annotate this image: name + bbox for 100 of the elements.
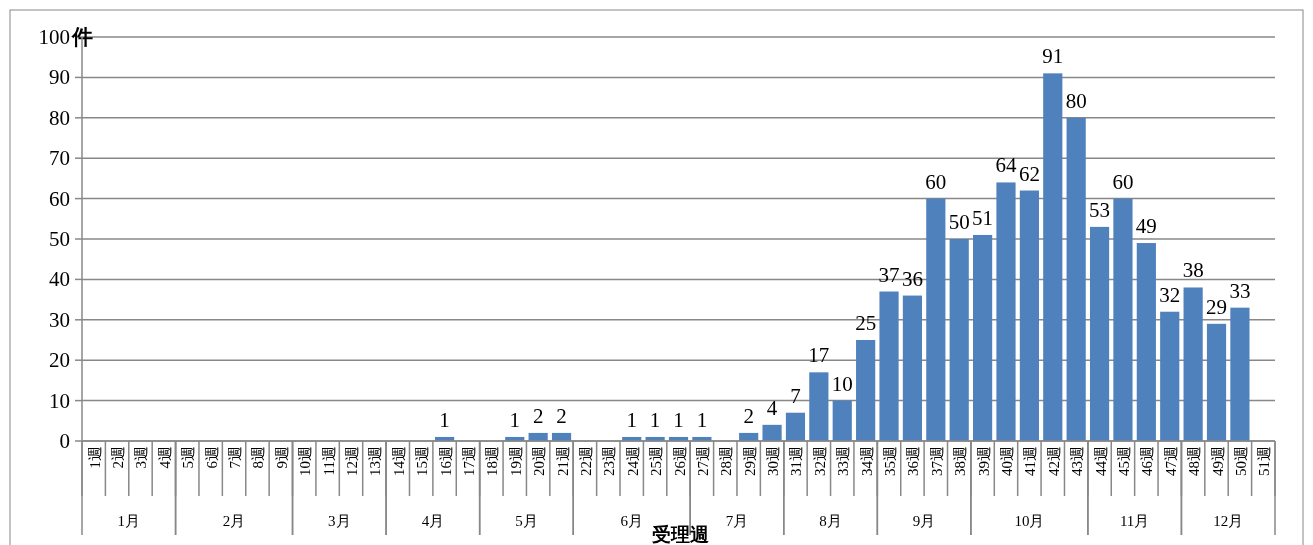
x-tick-label: 18週: [484, 446, 501, 476]
x-tick-label: 51週: [1256, 446, 1273, 476]
text: 12月: [1213, 513, 1244, 529]
text: 5月: [515, 513, 538, 529]
bar: [973, 234, 993, 441]
x-tick-label: 37週: [928, 446, 945, 476]
y-tick-label: 60: [49, 186, 70, 211]
data-label: 7: [790, 383, 801, 408]
data-label: 60: [1112, 169, 1134, 194]
data-label: 49: [1135, 214, 1157, 239]
x-tick-label: 2週: [110, 446, 127, 469]
data-label: 50: [948, 210, 970, 234]
bar: [1206, 323, 1227, 441]
x-tick-label: 1週: [86, 446, 103, 469]
x-tick-label: 32週: [811, 446, 828, 476]
data-label: 4: [766, 395, 778, 420]
y-tick-label: 100: [38, 25, 70, 49]
y-tick-label: 70: [49, 146, 70, 171]
data-label: 32: [1159, 282, 1181, 307]
x-tick-label: 41週: [1022, 446, 1039, 476]
y-tick-label: 40: [49, 267, 70, 292]
x-tick-label: 47週: [1162, 446, 1179, 476]
bar: [949, 239, 969, 441]
data-label: 38: [1182, 258, 1204, 283]
data-label: 51: [972, 205, 994, 230]
x-tick-label: 6週: [203, 446, 220, 469]
data-label: 10: [831, 371, 853, 396]
text: 8月: [819, 513, 842, 529]
bar: [1183, 287, 1203, 441]
text: 9月: [912, 513, 936, 529]
bar: [1113, 198, 1133, 441]
text: 7月: [725, 513, 749, 529]
x-tick-label: 29週: [741, 446, 758, 476]
text: 4月: [421, 513, 445, 529]
y-axis-title: 件: [71, 25, 93, 49]
x-tick-label: 30週: [765, 446, 782, 476]
x-tick-label: 22週: [577, 446, 594, 476]
x-tick-label: 35週: [882, 446, 899, 476]
data-label: 2: [532, 403, 544, 428]
data-label: 1: [696, 407, 708, 432]
data-label: 80: [1065, 88, 1087, 113]
text: 3月: [328, 513, 351, 529]
x-tick-label: 39週: [975, 446, 992, 476]
x-tick-label: 9週: [273, 446, 290, 469]
x-tick-label: 19週: [507, 446, 524, 476]
data-label: 1: [626, 407, 637, 432]
text: 1月: [117, 513, 141, 529]
x-tick-label: 15週: [414, 446, 431, 476]
data-label: 37: [878, 262, 900, 287]
bar: [879, 291, 899, 441]
x-tick-label: 20週: [531, 446, 548, 476]
data-label: 91: [1042, 44, 1064, 69]
x-tick-label: 21週: [554, 446, 571, 476]
bar: [1136, 243, 1156, 441]
bar: [809, 372, 829, 441]
data-label: 2: [743, 403, 754, 428]
text: 6月: [620, 513, 643, 529]
data-label: 25: [855, 311, 877, 335]
x-tick-label: 43週: [1069, 446, 1086, 476]
x-tick-label: 42週: [1045, 446, 1062, 476]
bar: [1019, 190, 1039, 441]
y-tick-label: 0: [59, 429, 70, 453]
x-tick-label: 49週: [1209, 446, 1226, 476]
x-axis-title: 受理週: [651, 524, 709, 545]
x-tick-label: 27週: [694, 446, 711, 476]
x-tick-label: 12週: [344, 446, 361, 476]
x-tick-label: 36週: [905, 446, 922, 476]
bar: [996, 182, 1016, 441]
data-label: 1: [509, 407, 520, 432]
x-tick-label: 24週: [624, 446, 641, 476]
x-tick-label: 14週: [390, 446, 407, 476]
x-tick-label: 13週: [367, 446, 384, 476]
bar: [1160, 311, 1180, 441]
x-tick-label: 5週: [180, 446, 197, 469]
x-tick-label: 48週: [1186, 446, 1203, 476]
bar: [856, 340, 876, 441]
x-tick-label: 34週: [858, 446, 875, 476]
text: 11月: [1119, 513, 1150, 529]
bar: [926, 198, 946, 441]
x-tick-label: 4週: [156, 446, 173, 469]
x-tick-label: 33週: [835, 446, 852, 476]
text: 2月: [222, 513, 246, 529]
x-tick-label: 10週: [297, 446, 314, 476]
data-label: 36: [901, 266, 923, 291]
x-tick-label: 46週: [1139, 446, 1156, 476]
x-tick-label: 16週: [437, 446, 454, 476]
x-tick-label: 25週: [648, 446, 665, 476]
data-label: 29: [1206, 294, 1228, 319]
y-tick-label: 30: [49, 307, 70, 332]
data-label: 62: [1018, 161, 1040, 186]
data-label: 64: [995, 153, 1017, 178]
x-tick-label: 17週: [460, 446, 477, 476]
bar: [1089, 226, 1110, 441]
x-tick-label: 28週: [718, 446, 735, 476]
x-tick-label: 50週: [1232, 446, 1249, 476]
x-tick-label: 31週: [788, 446, 805, 476]
y-tick-label: 80: [49, 105, 70, 130]
data-label: 2: [556, 403, 567, 428]
y-tick-label: 10: [49, 388, 70, 413]
text: 10月: [1014, 513, 1045, 529]
